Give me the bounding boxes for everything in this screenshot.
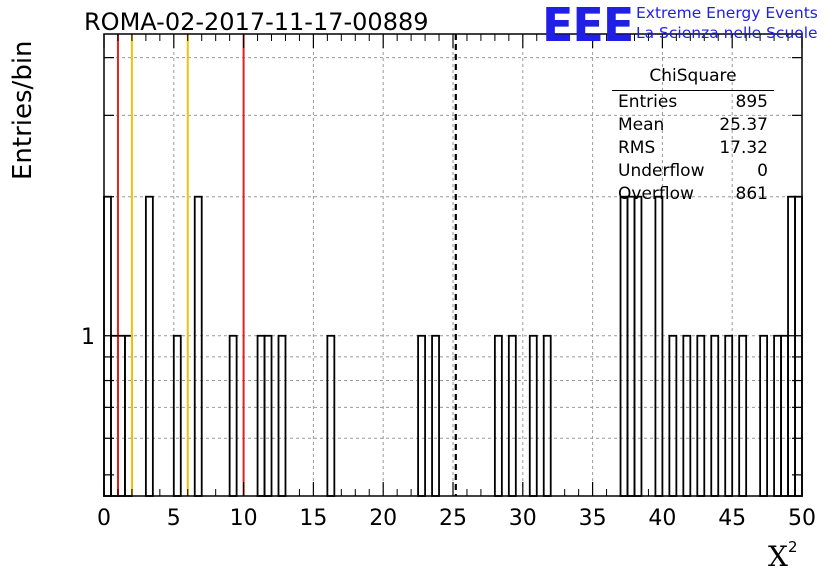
stats-value: 0 (757, 161, 768, 181)
x-tick-label: 40 (648, 506, 676, 531)
x-tick-label: 25 (439, 506, 467, 531)
x-tick-label: 45 (718, 506, 746, 531)
histogram-bar (780, 334, 789, 497)
stats-row: Underflow 0 (612, 160, 774, 183)
x-axis-label: X2 (768, 538, 797, 573)
stats-value: 861 (735, 184, 768, 204)
x-tick-label: 15 (299, 506, 327, 531)
histogram-bar (633, 195, 643, 497)
x-tick-label: 5 (167, 506, 181, 531)
stats-label: Overflow (618, 184, 694, 204)
histogram-bar (256, 334, 266, 497)
histogram-bar (493, 334, 503, 497)
x-tick-label: 35 (579, 506, 607, 531)
histogram-bar (103, 195, 112, 497)
histogram-bar (654, 195, 664, 497)
histogram-bar (124, 334, 133, 497)
stats-title: ChiSquare (612, 66, 774, 91)
histogram-bar (738, 334, 748, 497)
histogram-bar (193, 195, 203, 497)
histogram-bar (626, 195, 636, 497)
x-tick-label: 30 (509, 506, 537, 531)
logo-line-1: Extreme Energy Events (636, 4, 818, 22)
stats-row: RMS 17.32 (612, 137, 774, 160)
histogram-bar (507, 334, 517, 497)
histogram-bar (117, 334, 126, 497)
histogram-bar (668, 334, 678, 497)
x-tick-label: 0 (97, 506, 111, 531)
histogram-bar (228, 334, 238, 497)
stats-label: Mean (618, 115, 665, 135)
logo-line-2: La Scienza nelle Scuole (636, 24, 818, 42)
histogram-bar (710, 334, 720, 497)
histogram-bar (724, 334, 734, 497)
x-axis-label-superscript: 2 (787, 538, 798, 556)
stats-row: Mean 25.37 (612, 114, 774, 137)
stats-row: Overflow 861 (612, 183, 774, 206)
stats-box: ChiSquare Entries 895 Mean 25.37 RMS 17.32 … (612, 66, 774, 206)
stats-value: 17.32 (719, 138, 768, 158)
y-axis-label: Entries/bin (8, 40, 38, 180)
stats-value: 25.37 (719, 115, 768, 135)
y-tick-label: 1 (81, 325, 95, 350)
stats-row: Entries 895 (612, 91, 774, 114)
x-tick-label: 50 (788, 506, 816, 531)
chart-title: ROMA-02-2017-11-17-00889 (84, 8, 429, 36)
histogram-bar (277, 334, 287, 497)
histogram-bar (542, 334, 552, 497)
eee-logo: EEE (542, 2, 634, 48)
histogram-bar (263, 334, 273, 497)
logo-text: EEE (542, 0, 634, 52)
stats-label: RMS (618, 138, 656, 158)
histogram-bar (759, 334, 768, 497)
histogram-bar (144, 195, 154, 497)
histogram-bar (682, 334, 692, 497)
x-tick-label: 20 (369, 506, 397, 531)
histogram-bar (773, 334, 782, 497)
histogram-bar (696, 334, 706, 497)
histogram-bar (110, 334, 119, 497)
histogram-bar (417, 334, 426, 497)
histogram-bar (619, 195, 629, 497)
histogram-bar (326, 334, 336, 497)
x-axis-label-base: X (768, 540, 788, 573)
x-tick-label: 10 (230, 506, 258, 531)
stats-value: 895 (735, 92, 768, 112)
histogram-bar (794, 195, 803, 497)
stats-label: Entries (618, 92, 678, 112)
stats-label: Underflow (618, 161, 705, 181)
histogram-bar (172, 334, 182, 497)
histogram-bar (528, 334, 538, 497)
histogram-bar (431, 334, 440, 497)
histogram-bar (787, 195, 796, 497)
